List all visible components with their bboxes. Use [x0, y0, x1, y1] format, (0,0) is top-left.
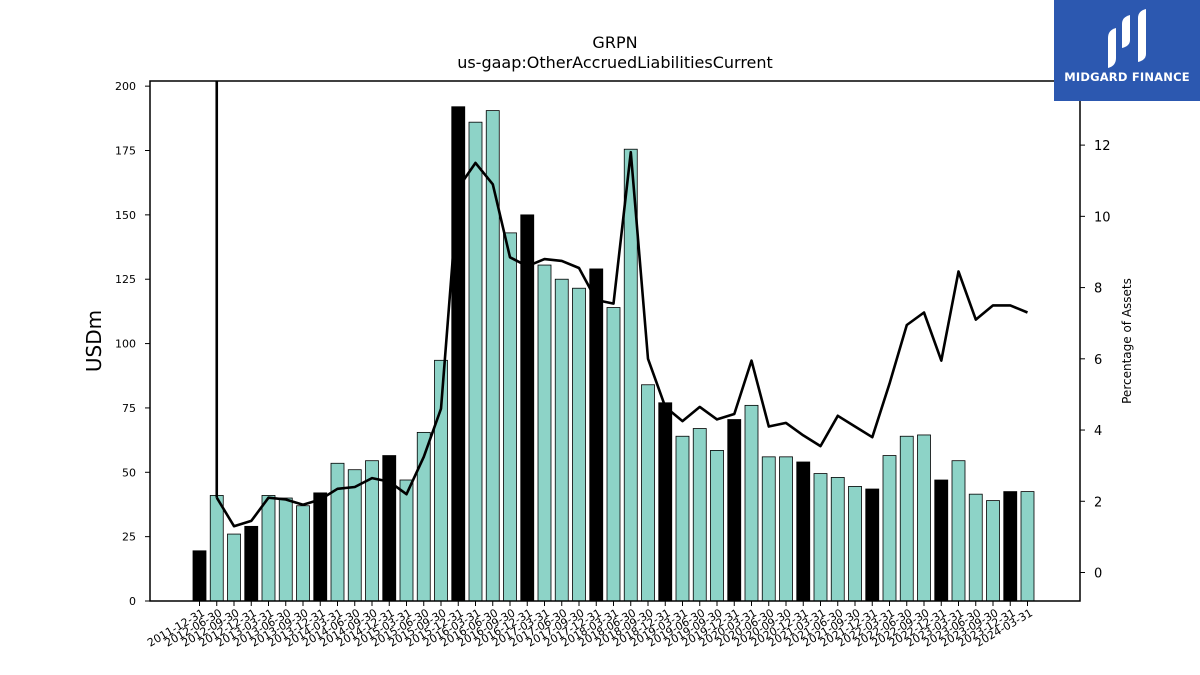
y-tick-label: 150 — [115, 209, 136, 222]
logo-text: MIDGARD FINANCE — [1064, 70, 1190, 84]
bar-2020-12-31 — [796, 461, 811, 602]
bar-2019-06-30 — [692, 428, 707, 602]
y2-tick-label: 4 — [1094, 424, 1102, 439]
y-tick-label: 200 — [115, 80, 136, 93]
bar-2023-03-31 — [951, 460, 966, 602]
midgard-finance-logo: MIDGARD FINANCE — [1054, 0, 1200, 101]
bar-2022-12-31 — [934, 479, 949, 602]
x-axis-ticks: 2011-12-312012-06-302012-09-302012-12-31… — [145, 601, 1035, 650]
bar-2022-06-30 — [899, 435, 914, 602]
bar-2013-03-31 — [261, 495, 276, 602]
bar-2012-12-31 — [244, 525, 259, 602]
bar-2018-12-31 — [658, 402, 673, 602]
y-tick-label: 25 — [122, 531, 136, 544]
bar-2022-09-30 — [917, 434, 931, 602]
y2-tick-label: 2 — [1094, 495, 1102, 510]
bar-2011-12-31 — [192, 550, 207, 602]
bar-2019-09-30 — [710, 450, 724, 602]
bar-2017-06-30 — [554, 278, 569, 602]
percentage-line — [215, 150, 1028, 528]
y-tick-label: 50 — [122, 466, 136, 479]
bar-2015-03-31 — [399, 479, 414, 602]
bar-2023-06-30 — [968, 493, 983, 602]
y-tick-label: 75 — [122, 402, 136, 415]
bar-2012-09-30 — [227, 533, 241, 602]
bar-2013-09-30 — [296, 505, 310, 602]
bar-2022-03-31 — [882, 455, 897, 602]
bar-2017-09-30 — [572, 287, 586, 602]
bar-2016-03-31 — [468, 121, 483, 602]
bar-2019-03-31 — [675, 435, 690, 602]
bar-2017-03-31 — [537, 264, 552, 602]
y-tick-label: 125 — [115, 273, 136, 286]
bar-2020-09-30 — [779, 456, 793, 602]
bar-2019-12-31 — [727, 419, 742, 602]
bar-2017-12-31 — [589, 268, 604, 602]
bar-2013-12-31 — [313, 492, 328, 602]
bar-2018-03-31 — [606, 307, 621, 602]
bar-2023-09-30 — [986, 500, 1000, 602]
bar-group — [192, 106, 1035, 602]
chart-title: GRPN — [592, 33, 637, 52]
bar-2020-03-31 — [744, 404, 759, 602]
y2-tick-label: 10 — [1094, 210, 1111, 225]
bar-2018-09-30 — [641, 384, 655, 602]
bar-2014-12-31 — [382, 455, 397, 602]
bar-2020-06-30 — [761, 456, 776, 602]
bar-2021-03-31 — [813, 473, 828, 602]
y2-tick-label: 8 — [1094, 282, 1102, 297]
bar-2012-06-30 — [209, 495, 224, 602]
y-tick-label: 175 — [115, 145, 136, 158]
bar-2021-09-30 — [848, 486, 862, 602]
bar-2014-06-30 — [347, 469, 362, 602]
bar-2023-12-31 — [1003, 491, 1018, 602]
left-axis-ticks: 0 25 50 75 100 125 150 175 200 — [115, 80, 150, 608]
bar-2013-06-30 — [278, 497, 293, 602]
y2-tick-label: 0 — [1094, 567, 1102, 582]
bar-2021-06-30 — [830, 477, 845, 602]
y2-tick-label: 12 — [1094, 139, 1111, 154]
bar-2014-03-31 — [330, 462, 345, 602]
y-tick-label: 0 — [129, 595, 136, 608]
bar-2016-09-30 — [503, 232, 517, 602]
midgard-logo-icon — [1108, 9, 1146, 68]
right-axis-ticks: 0 2 4 6 8 10 12 — [1080, 139, 1111, 582]
y-tick-label: 100 — [115, 338, 136, 351]
chart-subtitle: us-gaap:OtherAccruedLiabilitiesCurrent — [457, 53, 773, 72]
bar-2021-12-31 — [865, 488, 880, 602]
plot-frame — [149, 80, 1081, 602]
y2-axis-label: Percentage of Assets — [1120, 278, 1134, 404]
y2-tick-label: 6 — [1094, 353, 1102, 368]
bar-2016-12-31 — [520, 214, 535, 602]
bar-2024-03-31 — [1020, 491, 1035, 602]
y-axis-label: USDm — [82, 310, 106, 372]
